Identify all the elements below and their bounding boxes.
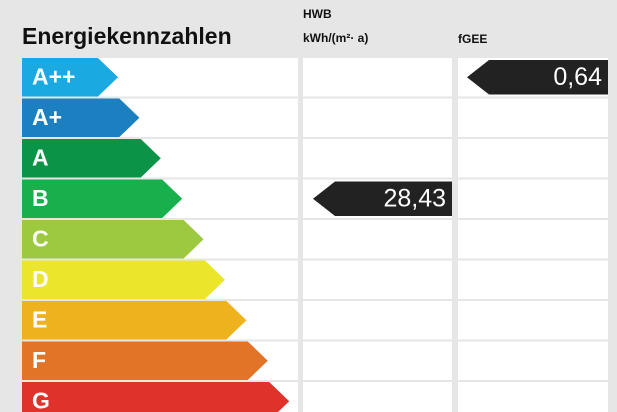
class-arrow: [22, 98, 140, 137]
class-label: B: [32, 185, 49, 211]
class-label: E: [32, 306, 47, 332]
cell: [458, 98, 608, 137]
cell: [303, 98, 452, 137]
class-label: A: [32, 144, 49, 170]
class-arrow: [22, 301, 247, 340]
cell: [458, 260, 608, 299]
class-label: D: [32, 266, 49, 292]
value-label: 0,64: [553, 63, 602, 91]
class-arrow: [22, 139, 161, 178]
title: Energiekennzahlen: [22, 23, 232, 49]
cell: [303, 301, 452, 340]
class-arrow: [22, 382, 290, 412]
class-arrow: [22, 260, 225, 299]
cell: [303, 260, 452, 299]
class-label: A+: [32, 104, 62, 130]
class-arrow: [22, 58, 118, 97]
cell: [458, 301, 608, 340]
class-arrow: [22, 220, 204, 259]
cell: [303, 58, 452, 97]
class-label: F: [32, 347, 46, 373]
cell: [303, 382, 452, 412]
class-label: C: [32, 225, 49, 251]
cell: [458, 341, 608, 380]
class-label: G: [32, 387, 50, 412]
cell: [303, 341, 452, 380]
class-label: A++: [32, 63, 75, 89]
cell: [303, 139, 452, 178]
value-marker: [467, 60, 608, 95]
cell: [458, 382, 608, 412]
cell: [458, 220, 608, 259]
hwb-unit: kWh/(m²· a): [303, 31, 368, 45]
class-arrow: [22, 179, 183, 218]
class-arrow: [22, 341, 268, 380]
value-label: 28,43: [383, 184, 446, 212]
hwb-header: HWB: [303, 7, 332, 21]
cell: [303, 220, 452, 259]
fgee-header: fGEE: [458, 32, 487, 46]
cell: [458, 139, 608, 178]
value-marker: [313, 181, 452, 216]
cell: [458, 179, 608, 218]
